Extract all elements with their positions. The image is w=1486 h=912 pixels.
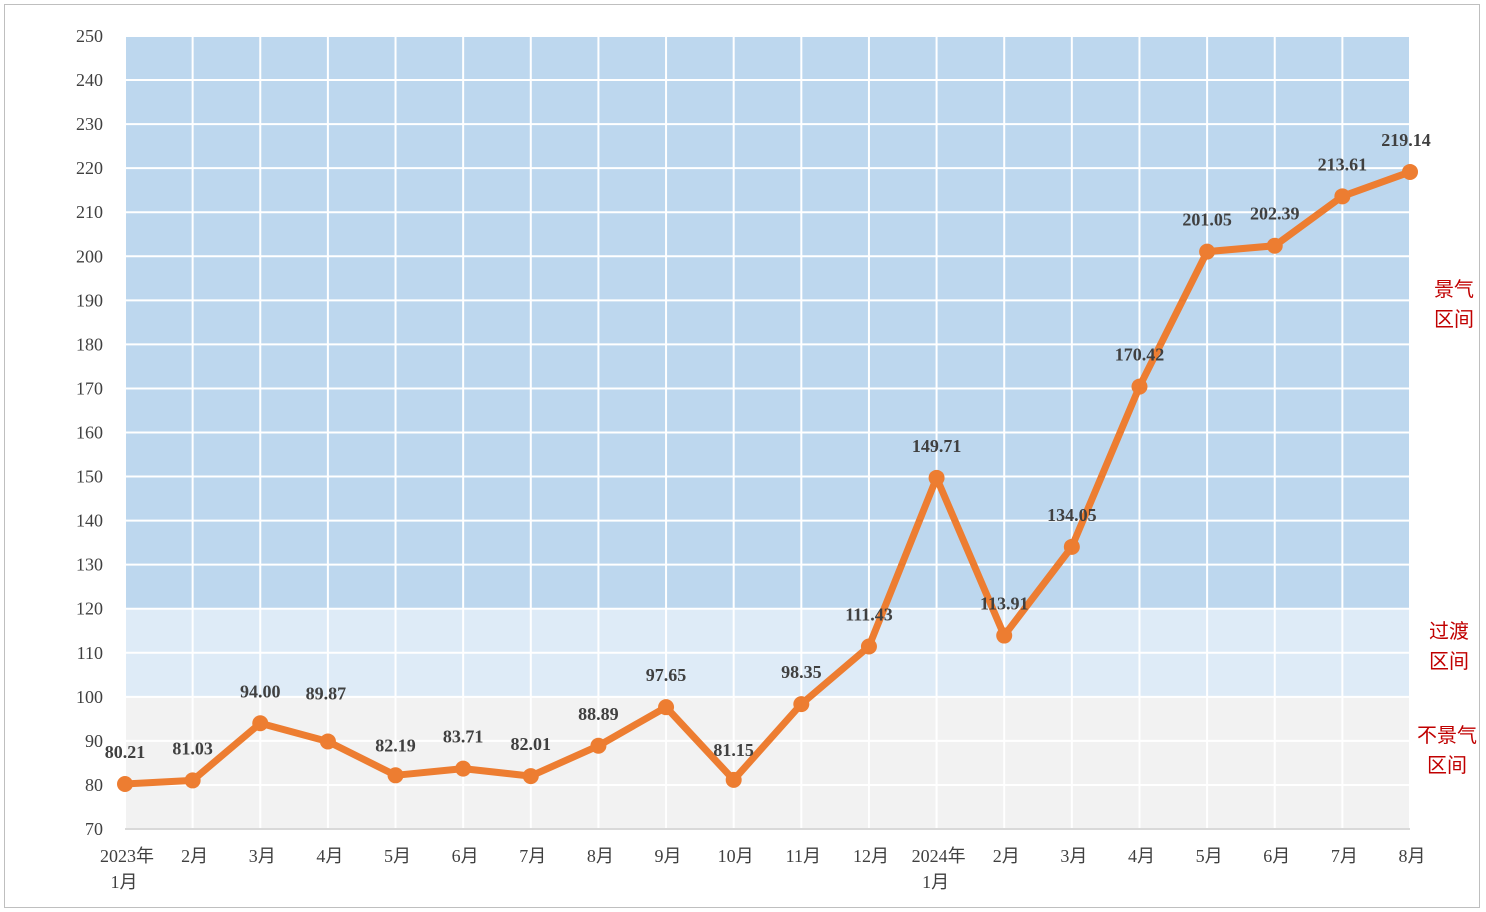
- y-tick-label: 190: [76, 290, 103, 310]
- data-point: [658, 699, 675, 716]
- data-label: 98.35: [781, 662, 822, 682]
- x-tick-label: 2月: [181, 846, 208, 866]
- data-label: 97.65: [646, 665, 687, 685]
- data-label: 80.21: [105, 742, 146, 762]
- zone-label: 区间: [1434, 307, 1474, 331]
- data-point: [117, 776, 133, 793]
- y-tick-label: 100: [76, 687, 103, 707]
- data-point: [1199, 243, 1216, 260]
- x-tick-label: 11月: [786, 846, 821, 866]
- data-label: 134.05: [1047, 505, 1097, 525]
- x-tick-label: 6月: [452, 846, 479, 866]
- x-tick-label: 4月: [316, 846, 343, 866]
- data-point: [1063, 538, 1080, 555]
- data-point: [860, 638, 877, 655]
- data-label: 82.01: [511, 734, 552, 754]
- zone-band-2: [125, 36, 1410, 609]
- zone-band-0: [125, 696, 1410, 829]
- data-point: [455, 760, 472, 777]
- data-labels: 80.21 81.03 94.00 89.87 82.19 83.71 82.01 88.89…: [105, 130, 1431, 762]
- data-point: [1402, 163, 1418, 180]
- y-tick-label: 130: [76, 555, 103, 575]
- x-tick-label: 7月: [1331, 846, 1358, 866]
- zone-label: 区间: [1429, 649, 1469, 673]
- x-tick-label: 1月: [111, 872, 138, 892]
- data-point: [1266, 237, 1283, 254]
- zone-label: 区间: [1427, 753, 1467, 777]
- data-label: 111.43: [845, 604, 893, 624]
- y-tick-label: 210: [76, 202, 103, 222]
- x-tick-label: 5月: [1196, 846, 1223, 866]
- data-label: 219.14: [1381, 130, 1431, 150]
- x-tick-label: 8月: [1399, 846, 1426, 866]
- data-point: [1334, 188, 1351, 205]
- y-tick-label: 240: [76, 70, 103, 90]
- y-tick-label: 250: [76, 26, 103, 46]
- y-tick-label: 110: [77, 643, 103, 663]
- x-tick-label: 8月: [587, 846, 614, 866]
- data-label: 94.00: [240, 681, 281, 701]
- x-tick-label: 2023年: [100, 846, 154, 866]
- data-label: 113.91: [980, 594, 1029, 614]
- y-tick-label: 170: [76, 378, 103, 398]
- x-tick-label: 6月: [1263, 846, 1290, 866]
- zone-label: 景气: [1434, 277, 1474, 301]
- x-tick-label: 2024年: [912, 846, 966, 866]
- data-points: [117, 163, 1418, 793]
- data-label: 213.61: [1318, 154, 1368, 174]
- series-polyline: [121, 168, 1414, 788]
- data-point: [1131, 378, 1148, 395]
- x-tick-label: 3月: [249, 846, 276, 866]
- x-tick-label: 10月: [718, 846, 754, 866]
- x-tick-label: 3月: [1060, 846, 1087, 866]
- x-axis-tick-labels: 2023年 1月 2月 3月 4月 5月 6月 7月 8月 9月 10月 11月 12月 2024年 1月 2…: [100, 846, 1426, 892]
- data-point: [793, 696, 810, 713]
- data-point: [252, 715, 269, 732]
- data-point: [387, 767, 404, 784]
- gridlines: [124, 35, 1411, 830]
- y-tick-label: 80: [85, 775, 103, 795]
- y-tick-label: 150: [76, 467, 103, 487]
- y-tick-label: 120: [76, 599, 103, 619]
- data-point: [928, 469, 945, 486]
- y-tick-label: 70: [85, 819, 103, 839]
- x-tick-label: 9月: [655, 846, 682, 866]
- data-point: [725, 771, 742, 788]
- data-label: 202.39: [1250, 204, 1300, 224]
- zone-label: 过渡: [1429, 619, 1469, 643]
- data-point: [590, 737, 607, 754]
- y-tick-label: 90: [85, 731, 103, 751]
- x-tick-label: 5月: [384, 846, 411, 866]
- data-label: 170.42: [1115, 345, 1165, 365]
- y-tick-label: 220: [76, 158, 103, 178]
- y-tick-label: 230: [76, 114, 103, 134]
- y-tick-label: 180: [76, 334, 103, 354]
- data-label: 81.15: [713, 740, 754, 760]
- data-point: [522, 768, 539, 785]
- data-point: [184, 772, 201, 789]
- data-point: [319, 733, 336, 750]
- data-label: 81.03: [172, 738, 213, 758]
- data-label: 88.89: [578, 704, 619, 724]
- data-point: [996, 627, 1013, 644]
- y-axis-tick-labels: 70 80 90 100 110 120 130 140 150 160 170 180 190 200 2…: [76, 26, 103, 839]
- y-tick-label: 140: [76, 511, 103, 531]
- zone-label: 不景气: [1417, 723, 1477, 747]
- y-tick-label: 160: [76, 423, 103, 443]
- zone-backgrounds: [125, 36, 1410, 829]
- x-tick-label: 12月: [853, 846, 889, 866]
- data-label: 201.05: [1182, 210, 1232, 230]
- x-tick-label: 4月: [1128, 846, 1155, 866]
- x-tick-label: 7月: [519, 846, 546, 866]
- y-tick-label: 200: [76, 246, 103, 266]
- data-label: 89.87: [306, 683, 347, 703]
- x-tick-label: 2月: [993, 846, 1020, 866]
- data-label: 149.71: [912, 436, 962, 456]
- data-label: 82.19: [375, 735, 416, 755]
- series-line: [121, 168, 1414, 788]
- data-label: 83.71: [443, 727, 484, 747]
- x-tick-label: 1月: [922, 872, 949, 892]
